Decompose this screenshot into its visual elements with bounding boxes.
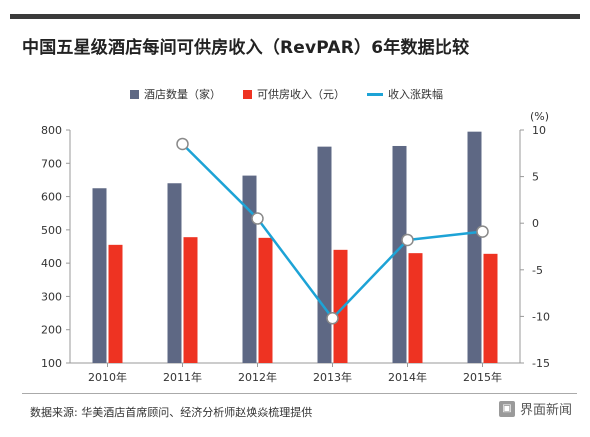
bar-revpar <box>108 244 123 363</box>
x-axis-tick-label: 2015年 <box>463 370 502 384</box>
bar-hotel-count <box>242 175 257 363</box>
point-change-rate <box>176 137 189 151</box>
right-axis-unit-label: (%) <box>530 110 549 123</box>
left-axis-tick-label: 400 <box>41 257 62 270</box>
legend-swatch-hotel-count <box>130 89 139 99</box>
bar-revpar <box>333 249 348 363</box>
bar-revpar <box>183 237 198 363</box>
line-change-rate <box>181 143 483 320</box>
x-axis-tick-label: 2012年 <box>238 370 277 384</box>
bar-revpar <box>408 253 423 363</box>
legend-item-revpar: 可供房收入（元） <box>243 86 345 102</box>
brand-name: 界面新闻 <box>519 403 572 418</box>
bar-hotel-count <box>92 188 107 363</box>
left-axis-tick-label: 200 <box>41 324 62 337</box>
legend-label-change-rate: 收入涨跌幅 <box>388 88 443 101</box>
legend-item-change-rate: 收入涨跌幅 <box>367 86 443 102</box>
jiemian-logo-icon: ▣ <box>498 400 515 417</box>
right-axis-tick-label: 10 <box>532 124 546 137</box>
chart-title: 中国五星级酒店每间可供房收入（RevPAR）6年数据比较 <box>22 38 470 58</box>
left-axis-tick-label: 500 <box>41 224 62 237</box>
left-axis-tick-label: 300 <box>41 290 62 303</box>
legend-label-hotel-count: 酒店数量（家） <box>144 88 221 101</box>
bar-revpar <box>483 253 498 363</box>
footer-divider <box>22 393 577 394</box>
source-note: 数据来源: 华美酒店首席顾问、经济分析师赵焕焱梳理提供 <box>30 406 313 419</box>
legend-label-revpar: 可供房收入（元） <box>257 88 345 101</box>
bar-hotel-count <box>167 183 182 363</box>
left-axis-tick-label: 700 <box>41 157 62 170</box>
left-axis-tick-label: 100 <box>41 357 62 370</box>
bar-hotel-count <box>467 131 482 363</box>
right-axis-tick-label: -10 <box>532 310 550 323</box>
point-change-rate <box>251 212 264 225</box>
left-axis-tick-label: 800 <box>41 124 62 137</box>
bar-hotel-count <box>317 146 332 363</box>
legend: 酒店数量（家） 可供房收入（元） 收入涨跌幅 <box>130 86 443 102</box>
left-axis-tick-label: 600 <box>41 191 62 204</box>
x-axis-tick-label: 2013年 <box>313 370 352 384</box>
x-axis-tick-label: 2011年 <box>163 370 202 384</box>
right-axis-tick-label: 5 <box>532 171 539 184</box>
legend-swatch-change-rate <box>367 92 383 96</box>
title-bar-accent <box>10 14 580 19</box>
point-change-rate <box>476 225 489 238</box>
right-axis-tick-label: 0 <box>532 217 539 230</box>
brand-mark: ▣ 界面新闻 <box>498 399 572 418</box>
point-change-rate <box>326 312 339 325</box>
bar-hotel-count <box>392 145 407 363</box>
x-axis-tick-label: 2014年 <box>388 370 427 384</box>
legend-item-hotel-count: 酒店数量（家） <box>130 86 221 102</box>
x-axis-tick-label: 2010年 <box>88 370 127 384</box>
right-axis-tick-label: -15 <box>532 357 550 370</box>
legend-swatch-revpar <box>243 89 252 99</box>
bar-revpar <box>258 237 273 363</box>
point-change-rate <box>401 233 414 247</box>
right-axis-tick-label: -5 <box>532 264 543 277</box>
